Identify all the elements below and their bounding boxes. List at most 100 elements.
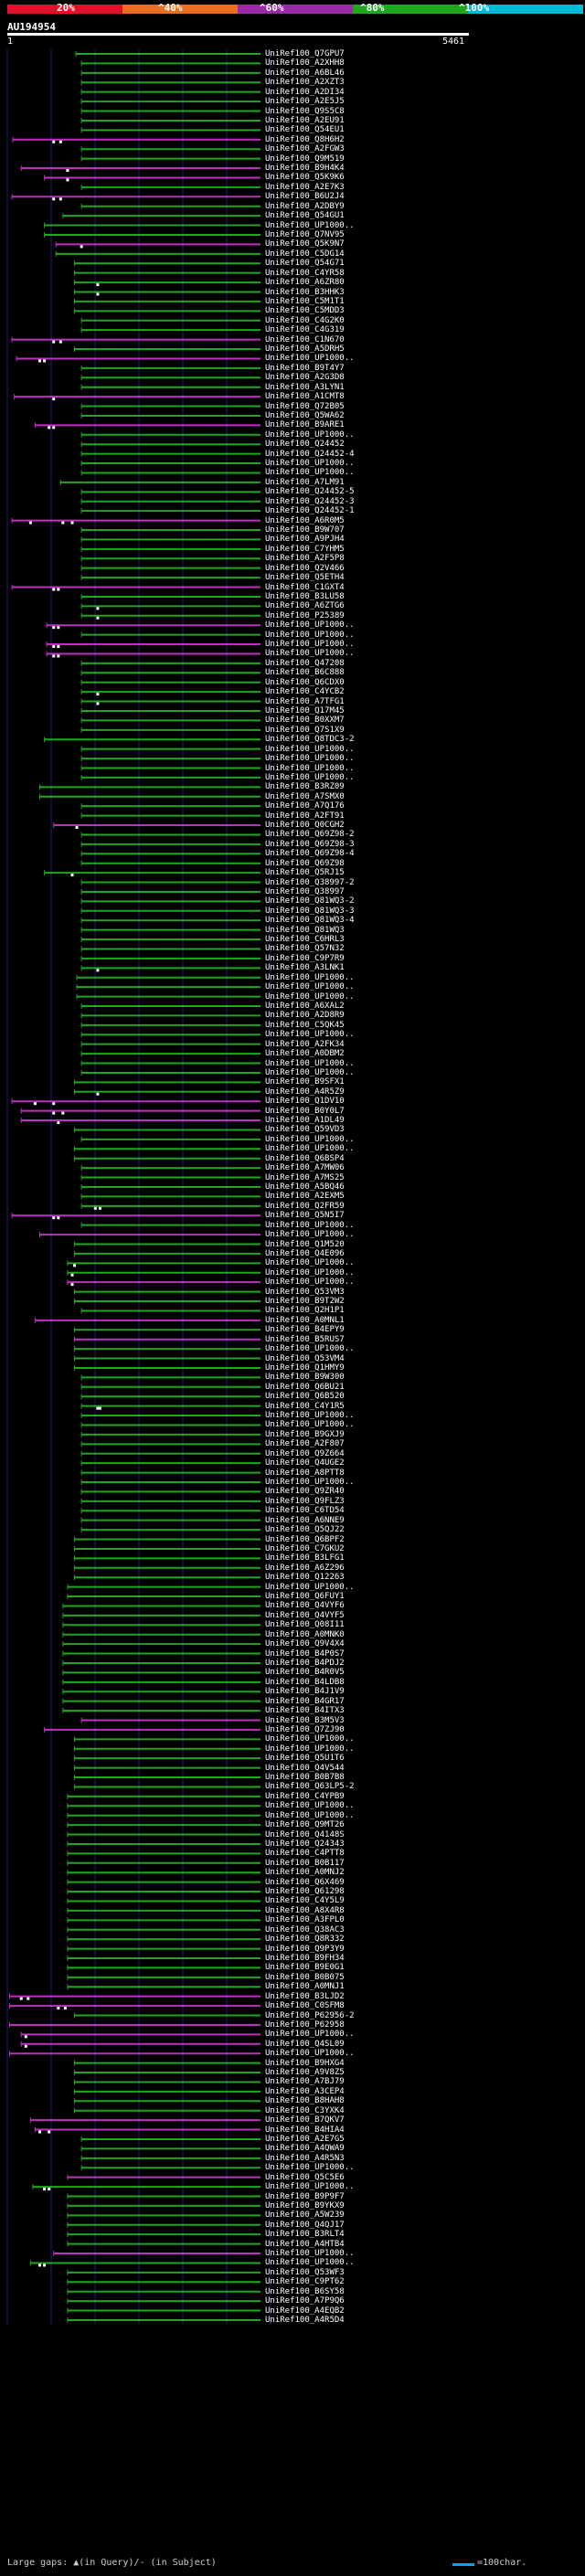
hit-label[interactable]: UniRef100_A6ZR80 bbox=[265, 278, 345, 288]
hit-label[interactable]: UniRef100_Q4SL09 bbox=[265, 2039, 345, 2049]
hit-label[interactable]: UniRef100_Q53WF3 bbox=[265, 2267, 345, 2277]
hit-label[interactable]: UniRef100_Q4148S bbox=[265, 1829, 345, 1839]
hit-label[interactable]: UniRef100_Q24452-3 bbox=[265, 496, 355, 506]
hit-label[interactable]: UniRef100_A6Z296 bbox=[265, 1563, 345, 1573]
hit-label[interactable]: UniRef100_Q6BPF2 bbox=[265, 1534, 345, 1544]
hit-label[interactable]: UniRef100_A2XZT3 bbox=[265, 78, 345, 88]
hit-label[interactable]: UniRef100_B3LJD2 bbox=[265, 1991, 345, 2001]
hit-label[interactable]: UniRef100_UP1000.. bbox=[265, 2030, 355, 2040]
hit-label[interactable]: UniRef100_UP1000.. bbox=[265, 1144, 355, 1154]
hit-label[interactable]: UniRef100_B9W300 bbox=[265, 1373, 345, 1383]
hit-label[interactable]: UniRef100_Q9S5C8 bbox=[265, 106, 345, 116]
hit-label[interactable]: UniRef100_Q9MT26 bbox=[265, 1820, 345, 1830]
hit-label[interactable]: UniRef100_Q6BSP4 bbox=[265, 1153, 345, 1163]
hit-label[interactable]: UniRef100_B9ARE1 bbox=[265, 420, 345, 430]
hit-label[interactable]: UniRef100_A5DRH5 bbox=[265, 345, 345, 355]
hit-label[interactable]: UniRef100_Q5N5I7 bbox=[265, 1211, 345, 1221]
hit-label[interactable]: UniRef100_B4R0V5 bbox=[265, 1668, 345, 1678]
hit-label[interactable]: UniRef100_B9FH34 bbox=[265, 1954, 345, 1963]
hit-label[interactable]: UniRef100_UP1000.. bbox=[265, 2049, 355, 2059]
hit-label[interactable]: UniRef100_UP1000.. bbox=[265, 1582, 355, 1592]
hit-label[interactable]: UniRef100_UP1000.. bbox=[265, 1734, 355, 1744]
hit-label[interactable]: UniRef100_Q81WQ3-2 bbox=[265, 896, 355, 906]
hit-label[interactable]: UniRef100_Q24452-4 bbox=[265, 449, 355, 459]
hit-label[interactable]: UniRef100_A7LM91 bbox=[265, 477, 345, 487]
hit-label[interactable]: UniRef100_Q47208 bbox=[265, 658, 345, 668]
hit-label[interactable]: UniRef100_C4YR58 bbox=[265, 268, 345, 278]
hit-label[interactable]: UniRef100_A1CMT8 bbox=[265, 392, 345, 402]
hit-label[interactable]: UniRef100_Q1HMY9 bbox=[265, 1362, 345, 1373]
hit-label[interactable]: UniRef100_B3M5V3 bbox=[265, 1715, 345, 1725]
hit-label[interactable]: UniRef100_Q69Z98 bbox=[265, 858, 345, 868]
hit-label[interactable]: UniRef100_A2G3D8 bbox=[265, 373, 345, 383]
hit-label[interactable]: UniRef100_B3RLT4 bbox=[265, 2230, 345, 2240]
hit-label[interactable]: UniRef100_Q08I11 bbox=[265, 1620, 345, 1630]
hit-label[interactable]: UniRef100_B0B075 bbox=[265, 1972, 345, 1982]
hit-label[interactable]: UniRef100_UP1000.. bbox=[265, 468, 355, 478]
hit-label[interactable]: UniRef100_UP1000.. bbox=[265, 459, 355, 469]
hit-label[interactable]: UniRef100_C4Y1R5 bbox=[265, 1401, 345, 1411]
hit-label[interactable]: UniRef100_Q8R332 bbox=[265, 1935, 345, 1945]
hit-label[interactable]: UniRef100_A2XHH8 bbox=[265, 58, 345, 69]
hit-label[interactable]: UniRef100_Q9P3Y9 bbox=[265, 1944, 345, 1954]
hit-label[interactable]: UniRef100_A2FT91 bbox=[265, 811, 345, 821]
hit-label[interactable]: UniRef100_A5BQ46 bbox=[265, 1182, 345, 1192]
hit-label[interactable]: UniRef100_B9W707 bbox=[265, 525, 345, 535]
hit-label[interactable]: UniRef100_Q81WQ3 bbox=[265, 925, 345, 935]
hit-label[interactable]: UniRef100_UP1000.. bbox=[265, 1258, 355, 1268]
hit-label[interactable]: UniRef100_A9PJH4 bbox=[265, 535, 345, 545]
hit-label[interactable]: UniRef100_Q8TDC3-2 bbox=[265, 735, 355, 745]
hit-label[interactable]: UniRef100_Q24452-5 bbox=[265, 487, 355, 497]
hit-label[interactable]: UniRef100_Q72B05 bbox=[265, 401, 345, 411]
hit-label[interactable]: UniRef100_UP1000.. bbox=[265, 1058, 355, 1068]
hit-label[interactable]: UniRef100_A4HTB4 bbox=[265, 2239, 345, 2249]
hit-label[interactable]: UniRef100_B9H4K4 bbox=[265, 164, 345, 174]
hit-label[interactable]: UniRef100_C0SFM8 bbox=[265, 2001, 345, 2011]
hit-label[interactable]: UniRef100_Q53VM4 bbox=[265, 1353, 345, 1363]
hit-label[interactable]: UniRef100_UP1000.. bbox=[265, 1220, 355, 1230]
hit-label[interactable]: UniRef100_B8HAH8 bbox=[265, 2096, 345, 2106]
hit-label[interactable]: UniRef100_A2D8R9 bbox=[265, 1011, 345, 1021]
hit-label[interactable]: UniRef100_Q9Z664 bbox=[265, 1448, 345, 1458]
hit-label[interactable]: UniRef100_C5MDD3 bbox=[265, 306, 345, 316]
hit-label[interactable]: UniRef100_B6U2J4 bbox=[265, 192, 345, 202]
hit-label[interactable]: UniRef100_Q8H6H2 bbox=[265, 134, 345, 144]
hit-label[interactable]: UniRef100_Q4QJ17 bbox=[265, 2220, 345, 2230]
hit-label[interactable]: UniRef100_A7MW06 bbox=[265, 1163, 345, 1173]
hit-label[interactable]: UniRef100_A3LNK1 bbox=[265, 963, 345, 973]
hit-label[interactable]: UniRef100_Q1DV10 bbox=[265, 1097, 345, 1107]
hit-label[interactable]: UniRef100_Q1M520 bbox=[265, 1239, 345, 1249]
hit-label[interactable]: UniRef100_A6BL46 bbox=[265, 68, 345, 78]
hit-label[interactable]: UniRef100_B9SFX1 bbox=[265, 1077, 345, 1087]
hit-label[interactable]: UniRef100_A4R5Z9 bbox=[265, 1087, 345, 1097]
hit-label[interactable]: UniRef100_C4G319 bbox=[265, 325, 345, 335]
hit-label[interactable]: UniRef100_UP1000.. bbox=[265, 991, 355, 1002]
hit-label[interactable]: UniRef100_A2E7G5 bbox=[265, 2134, 345, 2144]
hit-label[interactable]: UniRef100_Q54GU1 bbox=[265, 211, 345, 221]
hit-label[interactable]: UniRef100_A3FPL0 bbox=[265, 1915, 345, 1925]
hit-label[interactable]: UniRef100_Q6B520 bbox=[265, 1392, 345, 1402]
hit-label[interactable]: UniRef100_UP1000.. bbox=[265, 1344, 355, 1354]
hit-label[interactable]: UniRef100_A3LYN1 bbox=[265, 382, 345, 392]
hit-label[interactable]: UniRef100_UP1000.. bbox=[265, 1277, 355, 1288]
hit-label[interactable]: UniRef100_UP1000.. bbox=[265, 982, 355, 992]
hit-label[interactable]: UniRef100_UP1000.. bbox=[265, 1067, 355, 1077]
hit-label[interactable]: UniRef100_UP1000.. bbox=[265, 1030, 355, 1040]
hit-label[interactable]: UniRef100_Q4V544 bbox=[265, 1763, 345, 1773]
hit-label[interactable]: UniRef100_Q4UGE2 bbox=[265, 1458, 345, 1468]
hit-label[interactable]: UniRef100_UP1000.. bbox=[265, 2163, 355, 2173]
hit-label[interactable]: UniRef100_Q38997 bbox=[265, 886, 345, 896]
hit-label[interactable]: UniRef100_A4R5N3 bbox=[265, 2153, 345, 2163]
hit-label[interactable]: UniRef100_B9YKX9 bbox=[265, 2200, 345, 2210]
hit-label[interactable]: UniRef100_B6SY58 bbox=[265, 2286, 345, 2296]
hit-label[interactable]: UniRef100_Q38997-2 bbox=[265, 877, 355, 887]
hit-label[interactable]: UniRef100_Q2H1P1 bbox=[265, 1306, 345, 1316]
hit-label[interactable]: UniRef100_Q6BU21 bbox=[265, 1382, 345, 1392]
hit-label[interactable]: UniRef100_B3LFG1 bbox=[265, 1553, 345, 1564]
hit-label[interactable]: UniRef100_A8X4R8 bbox=[265, 1905, 345, 1915]
hit-label[interactable]: UniRef100_C6HRL3 bbox=[265, 935, 345, 945]
hit-label[interactable]: UniRef100_UP1000.. bbox=[265, 1478, 355, 1487]
hit-label[interactable]: UniRef100_B0B117 bbox=[265, 1858, 345, 1868]
hit-label[interactable]: UniRef100_Q7GPU7 bbox=[265, 49, 345, 58]
hit-label[interactable]: UniRef100_C7GKU2 bbox=[265, 1543, 345, 1553]
